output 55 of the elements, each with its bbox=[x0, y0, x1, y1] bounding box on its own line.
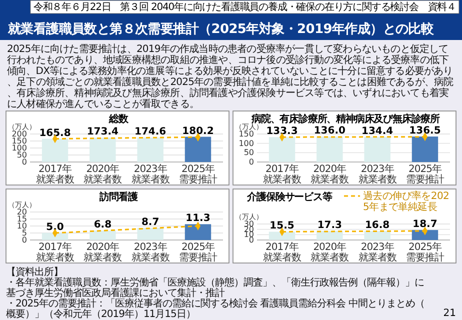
legend-label: 過去の伸び率を2025年まで単純延長 bbox=[363, 190, 450, 213]
text: 令和８年６月22日 第３回 2040年に向けた看護職員の養成・確保の在り方に関する検討会 資料４ bbox=[33, 1, 456, 13]
bar bbox=[137, 228, 164, 240]
chart-title: 病院、有床診療所、精神病床及び無床診療所 bbox=[250, 113, 440, 125]
chart-title: 総数 bbox=[108, 113, 130, 125]
text: ・各年就業看護職員数：厚生労働省「医療施設（静態）調査」、「衛生行政報告例（隔年報）」に基づき厚生労働省医政局看護課において集計・推計 bbox=[6, 276, 424, 299]
y-tick-label: 50 bbox=[244, 148, 254, 158]
x-tick-label: 2025年需要推計 bbox=[178, 241, 218, 264]
data-label: 136.0 bbox=[314, 126, 346, 137]
y-tick-label: 5 bbox=[22, 228, 27, 238]
x-tick-label: 2025年需要推計 bbox=[406, 241, 444, 264]
text: ・2025年の需要推計：「医療従事者の需給に関する検討会 看護職員需給分科会 中間とりまとめ（概要）」（令和元年（2019年）11月15日） bbox=[6, 298, 424, 320]
x-tick-label: 2020年就業者数 bbox=[310, 163, 350, 186]
y-tick-label: 0 bbox=[22, 158, 27, 167]
data-label: 11.3 bbox=[186, 213, 210, 224]
x-tick-label: 2023年就業者数 bbox=[131, 241, 170, 264]
y-tick-label: 20 bbox=[16, 208, 27, 217]
chart-title: 介護保険サービス等 bbox=[246, 191, 332, 203]
x-tick-label: 2017年就業者数 bbox=[263, 241, 302, 264]
y-tick-label: 0 bbox=[22, 236, 27, 245]
data-label: 134.4 bbox=[362, 126, 394, 137]
data-label: 17.3 bbox=[317, 220, 342, 231]
x-tick-label: 2023年就業者数 bbox=[358, 163, 397, 186]
x-tick-label: 2025年需要推計 bbox=[406, 163, 444, 186]
chart-title: 訪問看護 bbox=[98, 191, 138, 203]
x-tick-label: 2017年就業者数 bbox=[36, 163, 75, 186]
data-label: 18.7 bbox=[412, 219, 438, 230]
x-tick-label: 2023年就業者数 bbox=[131, 163, 170, 186]
y-tick-label: 15 bbox=[16, 214, 27, 224]
x-tick-label: 2023年就業者数 bbox=[358, 241, 397, 264]
y-tick-label: 200 bbox=[12, 130, 27, 139]
bar bbox=[184, 224, 212, 240]
data-label: 173.4 bbox=[86, 126, 119, 138]
x-tick-label: 2025年需要推計 bbox=[178, 163, 218, 186]
y-tick-label: 100 bbox=[238, 138, 254, 148]
text: 2025年に向けた需要推計は、2019年の作成当時の患者の受療率が一貫して変わらないものと仮定して行われたものであり、地域医療構想の取組の推進や、コロナ後の受診行動の変化等による受療率の低下傾向、DX等による業務効率化の進展等による効果が反映されていないことに十分に留意する必要があり、足下の領域ごとの就業看護職員数と2025年の需要推計値を単純に比較することは困難であるが、病院、有床診療所、精神病院及び無床診療所、訪問看護や介護保険サービス等では、いずれにおいても着実に人材確保が進んでいることが看取できる。 bbox=[7, 43, 454, 110]
y-tick-label: 100 bbox=[12, 144, 27, 153]
y-tick-label: 150 bbox=[238, 130, 254, 139]
text: 【資料出所】 bbox=[6, 266, 63, 278]
x-tick-label: 2020年就業者数 bbox=[84, 241, 122, 264]
y-tick-label: 10 bbox=[16, 222, 27, 231]
data-label: 6.8 bbox=[94, 219, 112, 230]
x-tick-label: 2020年就業者数 bbox=[84, 163, 122, 186]
text: 21 bbox=[443, 308, 456, 319]
x-tick-label: 2020年就業者数 bbox=[310, 241, 350, 264]
data-label: 8.7 bbox=[141, 216, 160, 228]
data-label: 16.8 bbox=[364, 220, 390, 232]
y-tick-label: 150 bbox=[12, 136, 27, 146]
x-tick-label: 2017年就業者数 bbox=[36, 241, 75, 264]
y-tick-label: 50 bbox=[16, 150, 27, 160]
data-label: 174.6 bbox=[134, 126, 166, 138]
bar bbox=[90, 230, 116, 240]
y-tick-label: 0 bbox=[248, 158, 254, 167]
x-tick-label: 2017年就業者数 bbox=[263, 163, 302, 186]
text: 就業看護職員数と第８次需要推計（2025年対象・2019年作成）との比較 bbox=[7, 21, 435, 37]
